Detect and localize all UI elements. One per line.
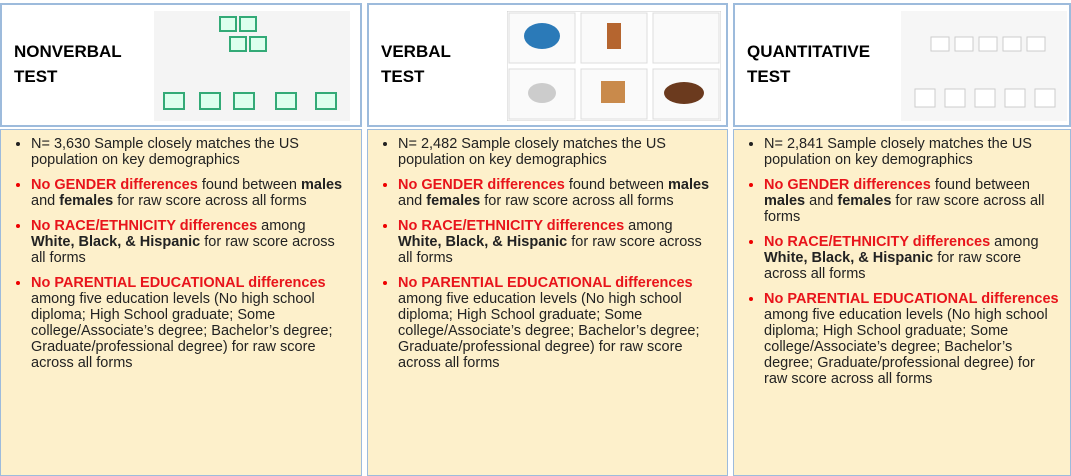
bullet-text: among	[257, 218, 306, 234]
bullet: No GENDER differences found between male…	[764, 177, 1062, 225]
bullet-text: females	[59, 193, 114, 209]
bullet-text: found between	[930, 177, 1030, 193]
findings-box: N= 3,630 Sample closely matches the US p…	[0, 129, 362, 476]
bullet: N= 3,630 Sample closely matches the US p…	[31, 136, 353, 168]
bullet-text: among five education levels (No high sch…	[31, 291, 333, 371]
bullet: No RACE/ETHNICITY differences among Whit…	[398, 218, 719, 266]
bullet-text: No PARENTIAL EDUCATIONAL differences	[764, 291, 1059, 307]
column: NONVERBAL TEST N= 3,630 Sample closely mat…	[0, 3, 362, 476]
header-box: QUANTITATIVE TEST	[733, 3, 1071, 127]
bullet: No GENDER differences found between male…	[31, 177, 353, 209]
bullet-text: for raw score across all forms	[398, 234, 702, 266]
title-line: TEST	[381, 67, 425, 86]
bullet: N= 2,841 Sample closely matches the US p…	[764, 136, 1062, 168]
bullet: No RACE/ETHNICITY differences among Whit…	[31, 218, 353, 266]
bullet-text: No GENDER differences	[764, 177, 931, 193]
test-image	[507, 11, 721, 121]
test-title: QUANTITATIVE TEST	[747, 39, 870, 89]
test-title: NONVERBAL TEST	[14, 39, 122, 89]
bullet-text: among	[624, 218, 673, 234]
bullet-text: males	[301, 177, 343, 193]
bullet-text: among five education levels (No high sch…	[398, 291, 700, 371]
test-title: VERBAL TEST	[381, 39, 451, 89]
bullet-text: females	[837, 193, 892, 209]
bullet: No PARENTIAL EDUCATIONAL differences amo…	[31, 275, 353, 371]
bullet-text: No PARENTIAL EDUCATIONAL differences	[398, 275, 693, 291]
bullet-text: N= 3,630 Sample closely matches the US p…	[31, 136, 299, 168]
bullet-text: N= 2,841 Sample closely matches the US p…	[764, 136, 1032, 168]
bullet-text: females	[426, 193, 481, 209]
bullet: No GENDER differences found between male…	[398, 177, 719, 209]
bullet-text: found between	[197, 177, 301, 193]
test-image	[901, 11, 1067, 121]
bullet-text: No RACE/ETHNICITY differences	[398, 218, 625, 234]
title-line: TEST	[747, 67, 791, 86]
bullet-text: No RACE/ETHNICITY differences	[31, 218, 258, 234]
bullet-text: No GENDER differences	[398, 177, 565, 193]
title-line: VERBAL	[381, 42, 451, 61]
bullet-text: N= 2,482 Sample closely matches the US p…	[398, 136, 666, 168]
bullet-text: for raw score across all forms	[480, 193, 674, 209]
header-box: VERBAL TEST	[367, 3, 728, 127]
bullet-list: N= 3,630 Sample closely matches the US p…	[15, 136, 353, 371]
bullet: No RACE/ETHNICITY differences among Whit…	[764, 234, 1062, 282]
bullet-text: found between	[564, 177, 668, 193]
bullet-text: males	[668, 177, 710, 193]
bullet-text: and	[398, 193, 427, 209]
test-image	[154, 11, 350, 121]
bullet-text: White, Black, & Hispanic	[764, 250, 934, 266]
bullet-text: and	[31, 193, 60, 209]
bullet-list: N= 2,841 Sample closely matches the US p…	[748, 136, 1062, 387]
header-box: NONVERBAL TEST	[0, 3, 362, 127]
bullet: No PARENTIAL EDUCATIONAL differences amo…	[398, 275, 719, 371]
column: QUANTITATIVE TEST N= 2,841 Sample closely …	[733, 3, 1071, 476]
bullet-text: No GENDER differences	[31, 177, 198, 193]
bullet-list: N= 2,482 Sample closely matches the US p…	[382, 136, 719, 371]
bullet: N= 2,482 Sample closely matches the US p…	[398, 136, 719, 168]
bullet-text: among	[990, 234, 1039, 250]
column: VERBAL TEST N= 2,482 Sample closely matche…	[367, 3, 728, 476]
bullet-text: for raw score across all forms	[764, 250, 1022, 282]
bullet-text: for raw score across all forms	[31, 234, 335, 266]
bullet-text: among five education levels (No high sch…	[764, 307, 1048, 387]
bullet: No PARENTIAL EDUCATIONAL differences amo…	[764, 291, 1062, 387]
title-line: QUANTITATIVE	[747, 42, 871, 61]
bullet-text: No RACE/ETHNICITY differences	[764, 234, 991, 250]
bullet-text: males	[764, 193, 806, 209]
title-line: TEST	[14, 67, 58, 86]
title-line: NONVERBAL	[14, 42, 122, 61]
findings-box: N= 2,482 Sample closely matches the US p…	[367, 129, 728, 476]
bullet-text: White, Black, & Hispanic	[31, 234, 201, 250]
findings-box: N= 2,841 Sample closely matches the US p…	[733, 129, 1071, 476]
bullet-text: for raw score across all forms	[113, 193, 307, 209]
bullet-text: No PARENTIAL EDUCATIONAL differences	[31, 275, 326, 291]
bullet-text: White, Black, & Hispanic	[398, 234, 568, 250]
bullet-text: for raw score across all forms	[764, 193, 1045, 225]
bullet-text: and	[805, 193, 838, 209]
